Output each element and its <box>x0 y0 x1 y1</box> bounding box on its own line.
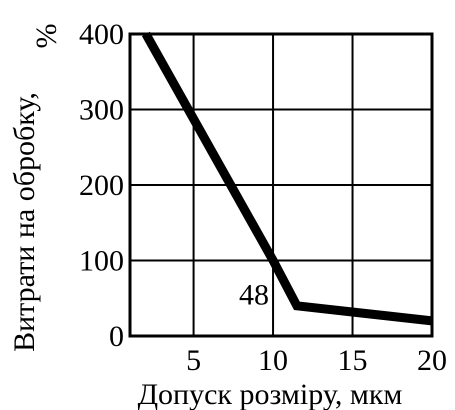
plot-frame <box>128 32 434 338</box>
data-point <box>145 33 147 35</box>
x-tick-label: 5 <box>186 344 201 377</box>
data-point <box>296 305 298 307</box>
x-tick-label: 20 <box>417 344 447 377</box>
y-tick-label: 0 <box>109 320 124 353</box>
x-tick-labels: 5 10 15 20 <box>186 344 447 377</box>
y-tick-label: 200 <box>79 169 124 202</box>
y-tick-label: 300 <box>79 94 124 127</box>
annotations: 48 <box>239 278 269 311</box>
y-tick-label: 100 <box>79 245 124 278</box>
y-axis-unit: % <box>30 24 63 49</box>
y-axis-title: Витрати на обробку, <box>8 92 41 352</box>
data-point <box>272 260 274 261</box>
series-group <box>141 31 433 326</box>
y-tick-label: 400 <box>79 18 124 51</box>
series-line <box>141 31 433 326</box>
x-axis-title: Допуск розміру, мкм <box>138 378 403 410</box>
annotation-label: 48 <box>239 278 269 311</box>
y-tick-labels: 0 100 200 300 400 <box>79 18 124 353</box>
x-tick-label: 10 <box>258 344 288 377</box>
x-tick-label: 15 <box>338 344 368 377</box>
data-point <box>431 320 433 322</box>
